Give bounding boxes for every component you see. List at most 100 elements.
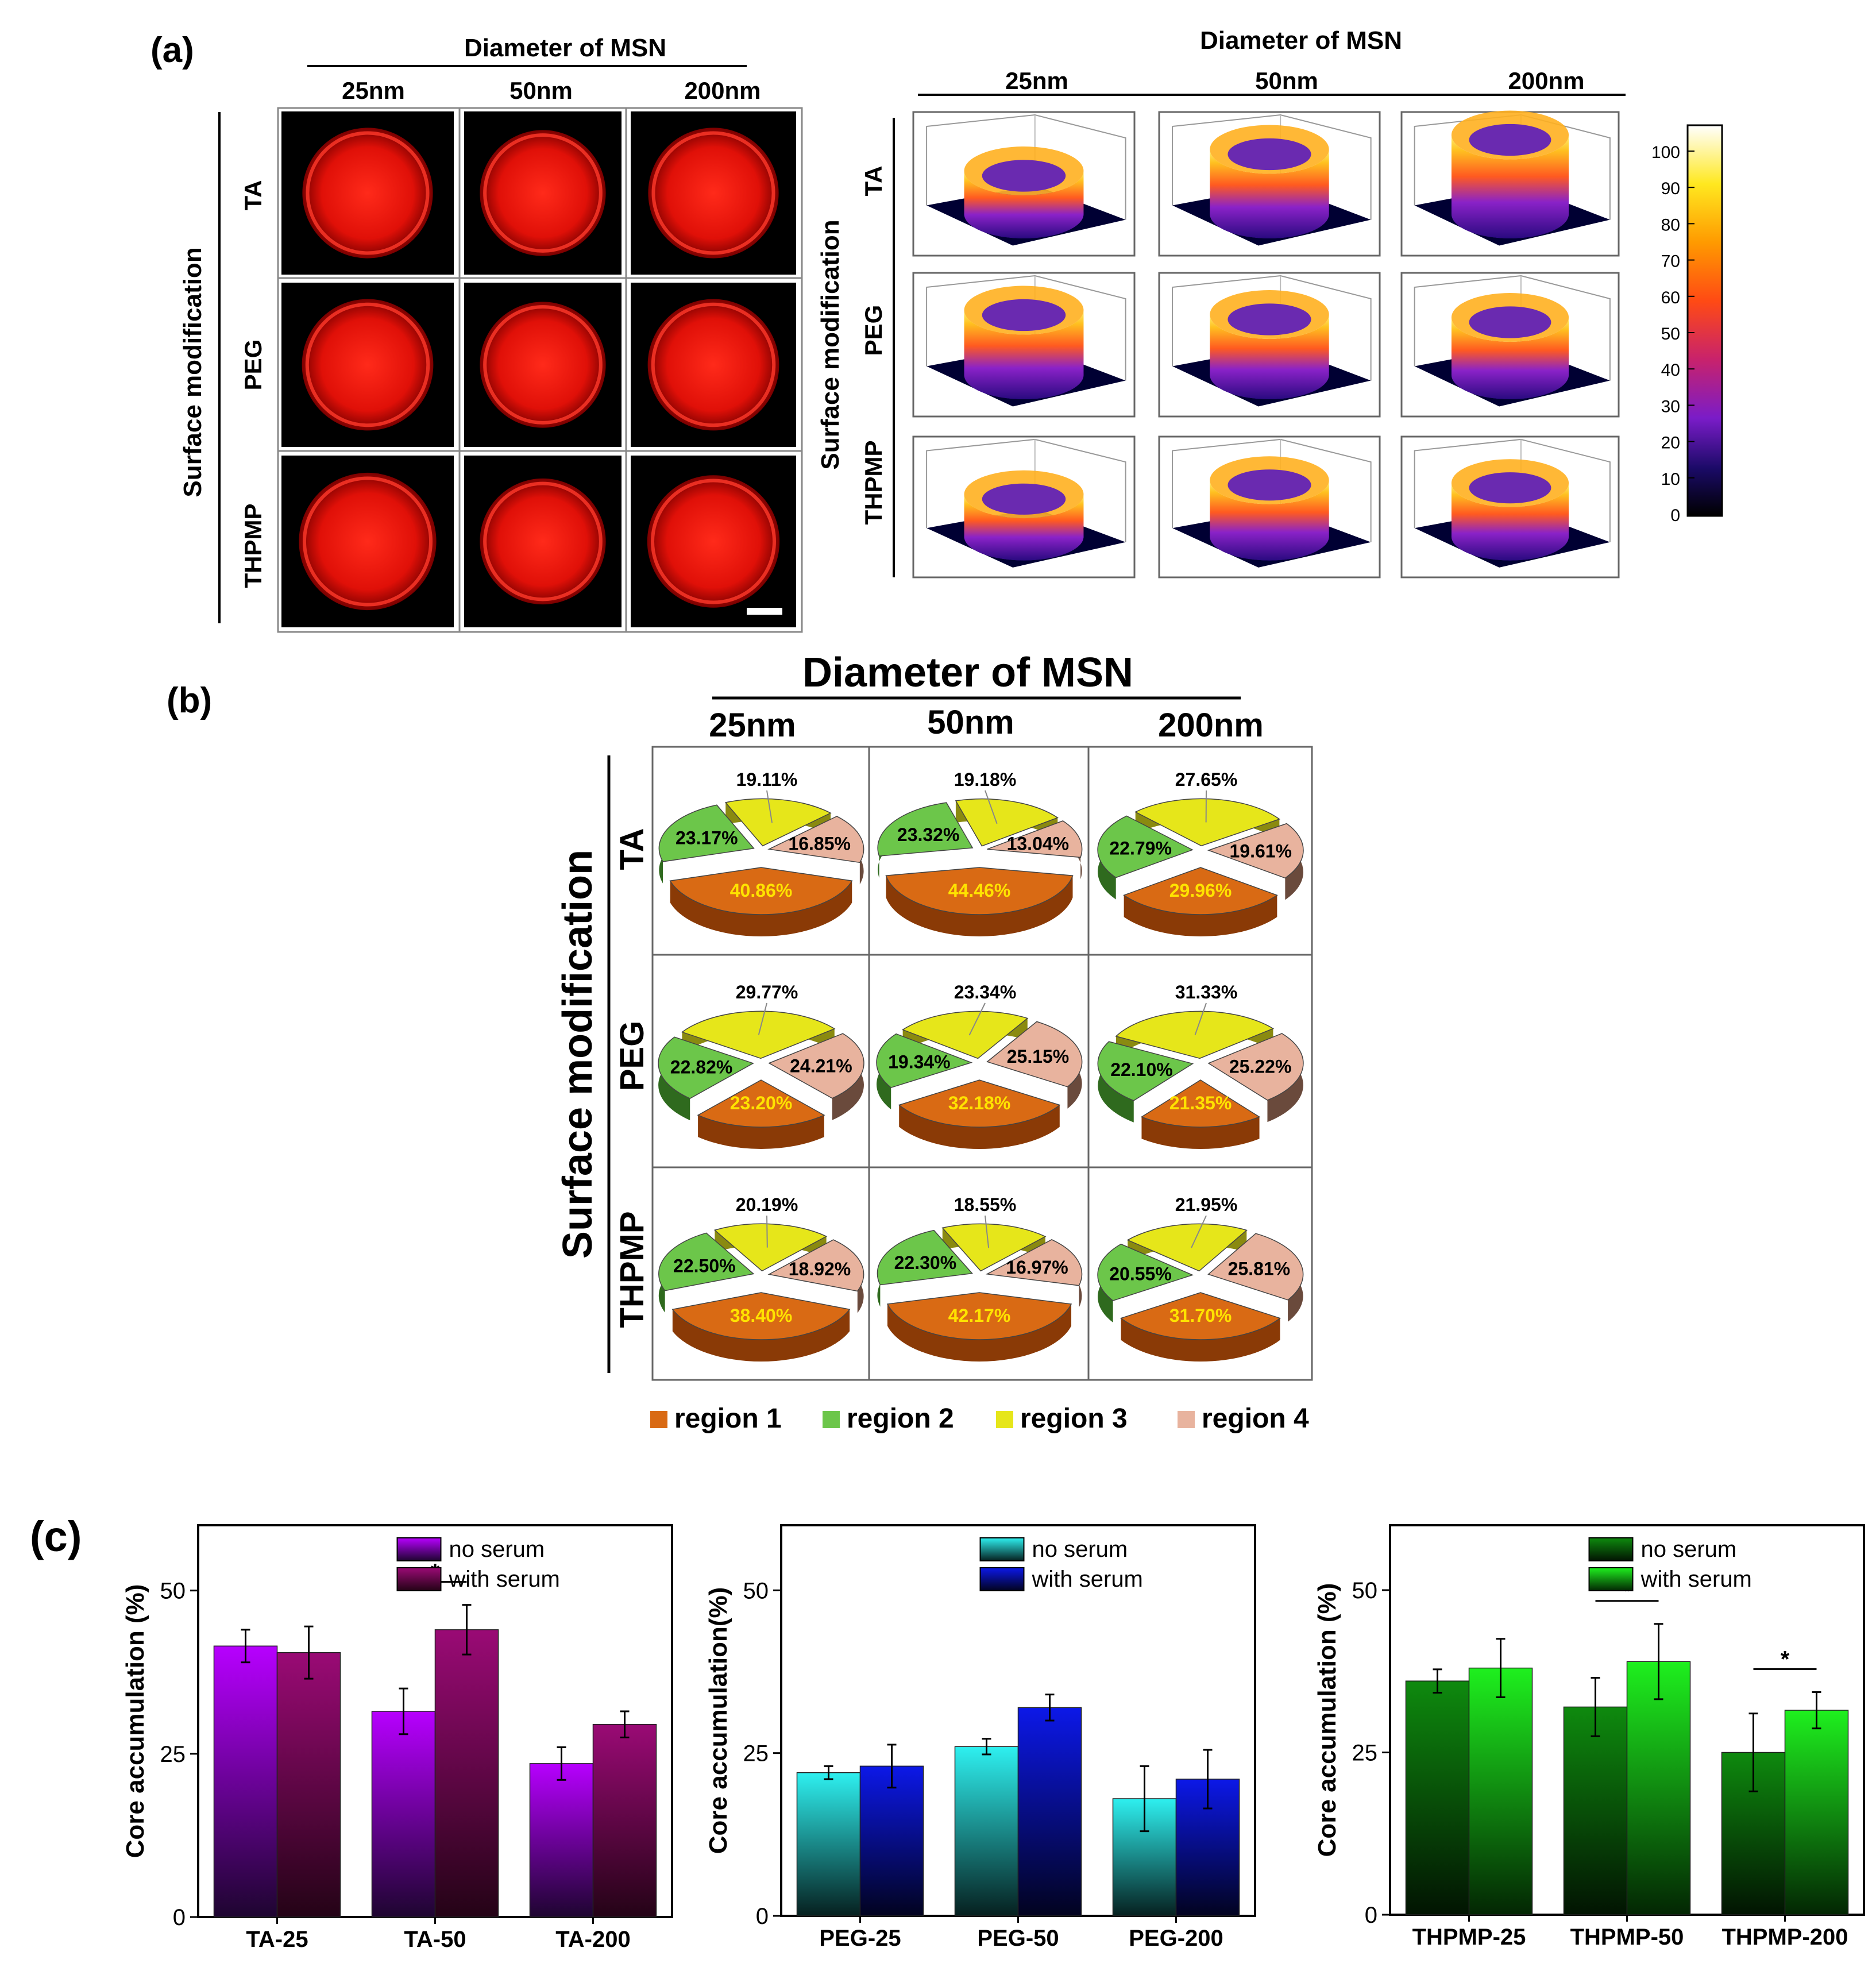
pie-ta-25: 19.11% 16.85% 23.17% 40.86% [658, 769, 864, 937]
pie-ta-200: 27.65% 19.61% 22.79% 29.96% [1097, 769, 1304, 937]
colorbar [1686, 124, 1723, 517]
pie-label-region1: 42.17% [948, 1305, 1011, 1326]
pie-label-region4: 25.81% [1228, 1259, 1291, 1279]
pie-slice-region2 [1097, 1041, 1194, 1101]
x-tick-label: THPMP-50 [1570, 1924, 1684, 1950]
pie-slice-region2 [1097, 815, 1194, 878]
col-label-a-right-200: 200nm [1508, 67, 1584, 94]
pie-label-region3: 18.55% [954, 1194, 1017, 1215]
spheroid [302, 299, 434, 431]
x-tick-label: PEG-25 [819, 1926, 901, 1951]
legend-label-with-serum: with serum [1640, 1567, 1752, 1592]
y-axis-label: Core accumulation (%) [1313, 1583, 1341, 1857]
pie-slice-region1 [1140, 1079, 1261, 1128]
pie-slice-region4 [1207, 823, 1304, 879]
col-label-a-left-50: 50nm [509, 77, 573, 104]
pie-label-region1: 40.86% [730, 880, 793, 901]
bar-ta-50-no-serum [371, 1711, 436, 1918]
pie-label-region2: 22.82% [670, 1057, 733, 1078]
spheroid-rim [483, 305, 603, 425]
colorbar-tick-label: 30 [1661, 397, 1680, 416]
colorbar-tick-label: 80 [1661, 215, 1680, 234]
pie-label-region3: 21.95% [1175, 1194, 1238, 1215]
micrograph-thpmp-25 [281, 456, 454, 627]
legend-swatch-with-serum [1588, 1567, 1634, 1591]
surface-plot-peg-25 [912, 272, 1136, 418]
legend-region3: region 3 [1020, 1403, 1128, 1434]
pie-label-region1: 21.35% [1169, 1093, 1232, 1113]
legend-swatch-with-serum [979, 1567, 1025, 1591]
surface-ring [964, 310, 1084, 399]
pie-slice-region3 [1115, 1011, 1275, 1059]
bar-thpmp-50-no-serum [1563, 1706, 1628, 1915]
pie-slice-region1 [1120, 1292, 1281, 1340]
pie-slice-region1 [697, 1079, 825, 1128]
col-label-a-left-200: 200nm [684, 77, 761, 104]
surface-center [1469, 306, 1551, 338]
bar-peg-50-with-serum [1017, 1707, 1082, 1916]
surface-center [1227, 138, 1311, 171]
spheroid [480, 302, 606, 428]
surface-center [1469, 124, 1551, 156]
colorbar-tick-label: 70 [1661, 252, 1680, 271]
y-tick-label: 0 [756, 1904, 769, 1929]
panel-a-label: (a) [150, 30, 194, 70]
legend-region1: region 1 [674, 1403, 782, 1434]
pie-slice-region3 [901, 1011, 1029, 1059]
surface-ring [1210, 149, 1329, 238]
legend-swatch-region3 [996, 1411, 1013, 1428]
bar-peg-25-with-serum [859, 1765, 924, 1916]
surface-ring [1210, 314, 1329, 399]
spheroid [480, 130, 606, 256]
surface-ring [1451, 317, 1569, 400]
micrograph-ta-50 [464, 111, 622, 275]
pie-slice-region4 [1207, 1033, 1304, 1101]
pie-label-region2: 23.17% [675, 827, 738, 848]
pie-slice-region1 [671, 1292, 851, 1340]
pie-peg-50: 23.34% 25.15% 19.34% 32.18% [876, 982, 1083, 1149]
micrograph-thpmp-50 [464, 456, 622, 627]
pie-label-region2: 22.10% [1110, 1059, 1173, 1080]
pie-slice-region1 [886, 1292, 1072, 1340]
x-tick-label: THPMP-200 [1721, 1924, 1848, 1950]
bar-ta-25-with-serum [276, 1652, 341, 1918]
legend-swatch-with-serum [396, 1567, 442, 1591]
pie-thpmp-50: 18.55% 16.97% 22.30% 42.17% [877, 1194, 1083, 1362]
panel-a-right-header: Diameter of MSN [1200, 26, 1402, 55]
y-tick-label: 50 [160, 1579, 186, 1604]
legend-swatch-no-serum [1588, 1537, 1634, 1561]
pie-label-region2: 22.79% [1109, 838, 1172, 858]
col-label-a-right-50: 50nm [1255, 67, 1318, 94]
surface-ring [1210, 480, 1329, 561]
bar-ta-25-no-serum [213, 1645, 278, 1918]
x-tick-label: TA-25 [246, 1927, 308, 1952]
pie-leader-line [985, 790, 998, 824]
panel-b: (b) Diameter of MSN 25nm 50nm 200nm Surf… [167, 650, 1313, 1434]
y-axis-label: Core accumulation (%) [121, 1584, 149, 1858]
pie-label-region2: 22.50% [673, 1255, 736, 1276]
pie-label-region1: 32.18% [948, 1093, 1011, 1113]
legend-label-no-serum: no serum [1032, 1537, 1128, 1562]
pie-slice-region2 [876, 1033, 973, 1089]
pie-peg-200: 31.33% 25.22% 22.10% 21.35% [1097, 982, 1304, 1149]
pie-label-region2: 22.30% [894, 1252, 957, 1273]
pie-leader-line [1191, 1215, 1207, 1248]
pie-slice-region2 [658, 1232, 755, 1291]
spheroid-rim [651, 131, 775, 255]
row-label-a-left-ta: TA [240, 180, 267, 211]
surface-plot-peg-200 [1400, 272, 1620, 418]
surface-plot-grid [912, 110, 1620, 578]
bar-ta-200-no-serum [529, 1763, 594, 1918]
pie-leader-line [968, 1002, 986, 1036]
colorbar-tick-label: 0 [1670, 506, 1680, 525]
micrograph-grid [277, 107, 803, 633]
panel-c: (c) 0 25 50 Core accumulation (%) TA-25 TA-50… [30, 1513, 1865, 1952]
row-label-b-thpmp: THPMP [613, 1212, 651, 1328]
bar-peg-25-no-serum [796, 1772, 861, 1916]
pie-label-region3: 27.65% [1175, 769, 1238, 790]
pie-label-region1: 44.46% [948, 880, 1011, 901]
col-label-b-200: 200nm [1158, 707, 1264, 744]
spheroid-rim [483, 481, 603, 601]
pie-leader-line [766, 790, 773, 823]
colorbar-tick-label: 60 [1661, 288, 1680, 307]
